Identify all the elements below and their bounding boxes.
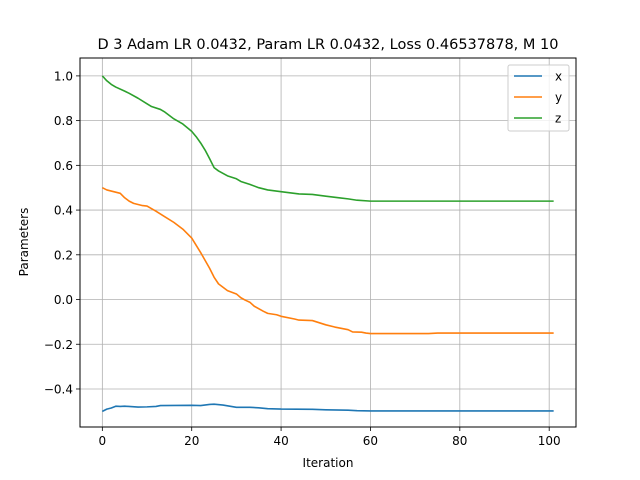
series-line-x xyxy=(101,403,554,413)
plot-frame xyxy=(79,57,577,428)
series-line-y xyxy=(101,186,554,335)
x-axis: 0 20 40 60 80 100 xyxy=(99,427,561,448)
y-tick-label: 0.8 xyxy=(54,114,73,128)
x-tick-label: 20 xyxy=(184,434,199,448)
y-axis-label: Parameters xyxy=(17,208,31,277)
y-tick-label: −0.2 xyxy=(44,338,73,352)
series-line-z xyxy=(101,75,554,202)
y-axis: −0.4 −0.2 0.0 0.2 0.4 0.6 0.8 1.0 xyxy=(44,69,80,396)
x-tick-label: 60 xyxy=(363,434,378,448)
x-tick-label: 80 xyxy=(452,434,467,448)
x-tick-label: 40 xyxy=(273,434,288,448)
y-tick-label: 0.2 xyxy=(54,248,73,262)
x-tick-label: 0 xyxy=(99,434,107,448)
x-tick-label: 100 xyxy=(538,434,561,448)
legend-box xyxy=(507,64,570,132)
series-layer xyxy=(101,75,554,413)
y-tick-label: 0.0 xyxy=(54,293,73,307)
y-tick-label: 1.0 xyxy=(54,69,73,83)
y-tick-label: −0.4 xyxy=(44,382,73,396)
grid xyxy=(80,58,576,427)
x-axis-label: Iteration xyxy=(303,456,354,470)
legend-label-z: z xyxy=(555,112,561,126)
y-tick-label: 0.4 xyxy=(54,204,73,218)
legend-label-x: x xyxy=(555,70,562,84)
legend: xyz xyxy=(507,64,570,132)
chart-title: D 3 Adam LR 0.0432, Param LR 0.0432, Los… xyxy=(98,37,559,53)
legend-label-y: y xyxy=(555,91,562,105)
y-tick-label: 0.6 xyxy=(54,159,73,173)
